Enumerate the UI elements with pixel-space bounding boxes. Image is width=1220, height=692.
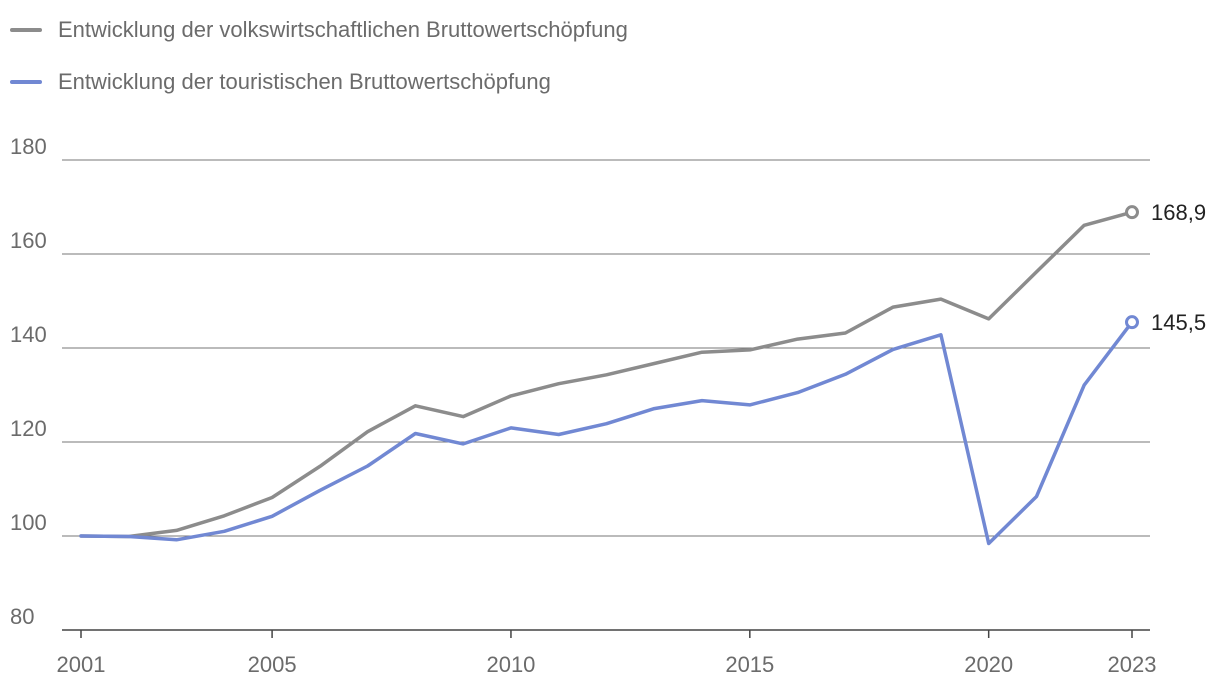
legend-label: Entwicklung der volkswirtschaftlichen Br… (58, 17, 628, 42)
data-label: 145,5 (1151, 310, 1206, 335)
x-tick-label: 2020 (964, 652, 1013, 677)
legend-item-touristisch[interactable]: Entwicklung der touristischen Bruttowert… (10, 64, 628, 100)
legend-label: Entwicklung der touristischen Bruttowert… (58, 69, 551, 94)
series-end-marker-1 (1125, 205, 1139, 220)
legend: Entwicklung der volkswirtschaftlichen Br… (10, 12, 628, 116)
series-line-1 (79, 210, 1134, 539)
x-tick-label: 2023 (1108, 652, 1157, 677)
y-tick-label: 120 (10, 416, 47, 441)
series-end-marker-2 (1125, 315, 1139, 330)
legend-swatch-blue (10, 80, 42, 84)
data-label: 168,9 (1151, 200, 1206, 225)
y-tick-label: 140 (10, 322, 47, 347)
x-tick-label: 2010 (486, 652, 535, 677)
x-tick-label: 2015 (725, 652, 774, 677)
x-tick-label: 2001 (57, 652, 106, 677)
y-tick-label: 160 (10, 228, 47, 253)
y-tick-label: 100 (10, 510, 47, 535)
legend-swatch-gray (10, 28, 42, 32)
legend-item-volkswirtschaftlich[interactable]: Entwicklung der volkswirtschaftlichen Br… (10, 12, 628, 48)
x-tick-label: 2005 (248, 652, 297, 677)
series-line-2 (79, 320, 1134, 546)
y-tick-label: 80 (10, 604, 34, 629)
y-tick-label: 180 (10, 134, 47, 159)
